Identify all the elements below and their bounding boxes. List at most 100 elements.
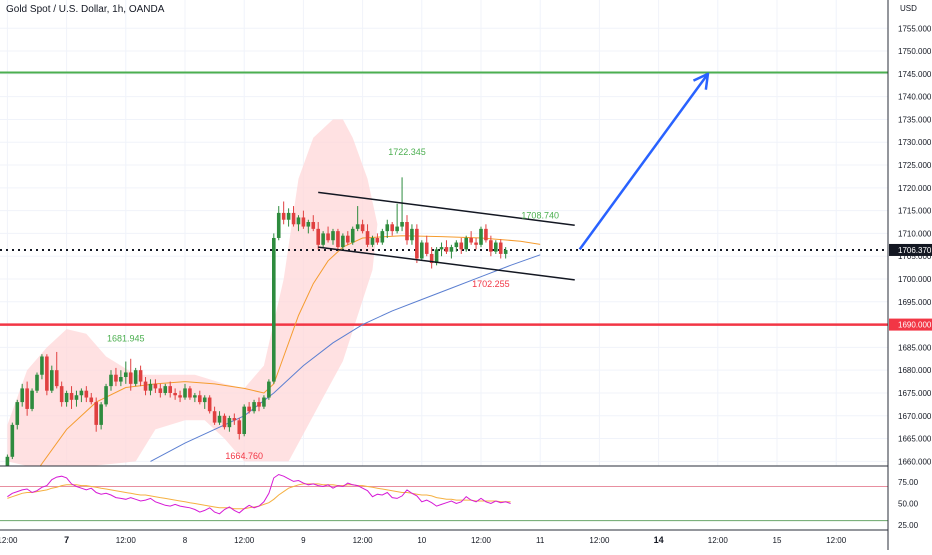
candle-body	[454, 242, 459, 248]
candle-body	[405, 222, 409, 241]
candle	[355, 206, 360, 232]
candle	[30, 388, 34, 412]
candle-body	[272, 237, 276, 382]
price-tick-label: 1725.000	[898, 161, 932, 170]
candle-body	[138, 370, 143, 382]
candle-body	[99, 404, 103, 425]
candle	[281, 201, 286, 225]
candle	[69, 386, 74, 409]
projection-arrow-shaft	[578, 73, 709, 251]
drawings[interactable]	[318, 72, 710, 281]
candle	[119, 370, 123, 387]
candle	[360, 219, 365, 234]
candle	[316, 222, 320, 250]
candle-body	[114, 374, 118, 382]
candle-body	[370, 237, 375, 245]
candle-body	[429, 253, 434, 264]
channel-line	[318, 246, 575, 281]
candle-body	[89, 397, 94, 403]
candle-body	[212, 411, 217, 423]
horizontal-levels[interactable]	[0, 71, 888, 326]
candle	[79, 388, 84, 403]
candle-body	[109, 374, 113, 387]
candle	[94, 397, 98, 432]
candle-body	[79, 390, 84, 396]
price-tick-label: 1745.000	[898, 70, 932, 79]
time-axis[interactable]: 12:00 7 12:00 8 12:00 9 12:00 10 12:00 11 12:00 14 1…	[0, 535, 847, 545]
rsi-tick-label: 75.00	[898, 478, 919, 487]
price-tick-label: 1675.000	[898, 389, 932, 398]
candle-body	[380, 231, 385, 243]
candle-body	[74, 395, 79, 400]
price-tick-label: 1705.000	[898, 252, 932, 261]
candle-body	[286, 212, 291, 220]
candle-body	[20, 388, 24, 403]
candle-body	[104, 386, 108, 405]
candle	[346, 231, 350, 245]
candle-body	[444, 247, 449, 252]
price-tick-label: 1710.000	[898, 229, 932, 238]
candle-body	[188, 388, 192, 398]
candle-body	[158, 388, 163, 393]
candle	[321, 231, 325, 248]
candle	[15, 399, 20, 430]
candle	[59, 381, 64, 407]
candle-body	[494, 242, 498, 252]
candle-body	[30, 390, 34, 409]
candle	[429, 247, 434, 269]
candle-body	[385, 224, 390, 232]
candle-body	[415, 228, 419, 259]
candle	[237, 418, 242, 440]
candle-body	[390, 224, 394, 232]
time-tick-label: 14	[654, 535, 664, 545]
current-price-label: 1706.370	[898, 246, 932, 255]
time-tick-label: 12:00	[234, 536, 255, 545]
candle-body	[336, 231, 340, 248]
candle	[415, 224, 419, 264]
candle-body	[217, 415, 222, 423]
candle-body	[267, 381, 271, 398]
candle	[114, 367, 118, 387]
candle-body	[237, 420, 242, 434]
candle-body	[84, 390, 89, 398]
candle	[50, 365, 54, 393]
candle-body	[331, 231, 335, 241]
candle-body	[503, 249, 508, 254]
candle-body	[311, 222, 316, 229]
candle-body	[410, 228, 414, 241]
candle-body	[173, 392, 177, 396]
candle	[64, 390, 69, 407]
candle-body	[247, 406, 251, 412]
price-axis[interactable]: USD 1755.000 1750.000 1745.000 1740.000 1735.…	[887, 0, 932, 550]
candle	[25, 381, 29, 416]
candle-body	[316, 228, 320, 245]
candle-body	[439, 247, 444, 250]
candle-body	[479, 228, 483, 245]
candle	[242, 404, 246, 437]
candle	[390, 222, 394, 236]
support-price-label: 1690.000	[898, 321, 932, 330]
candle	[400, 177, 404, 232]
price-tick-label: 1720.000	[898, 184, 932, 193]
candle-body	[94, 402, 98, 425]
time-tick-label: 11	[536, 536, 545, 545]
candle	[494, 240, 498, 254]
candle	[420, 240, 424, 261]
candle	[202, 395, 207, 409]
candle	[148, 379, 153, 396]
candle-body	[346, 235, 350, 243]
candle-body	[222, 415, 227, 428]
candle	[222, 413, 227, 430]
candle	[276, 206, 281, 241]
candle-body	[242, 406, 246, 434]
candle	[212, 406, 217, 425]
candle	[380, 228, 385, 245]
candle-body	[464, 237, 468, 250]
candle	[168, 381, 172, 398]
candle-body	[40, 356, 44, 375]
candle-body	[355, 224, 360, 229]
candle	[410, 224, 414, 245]
candle-body	[424, 242, 429, 254]
candle	[35, 372, 39, 393]
